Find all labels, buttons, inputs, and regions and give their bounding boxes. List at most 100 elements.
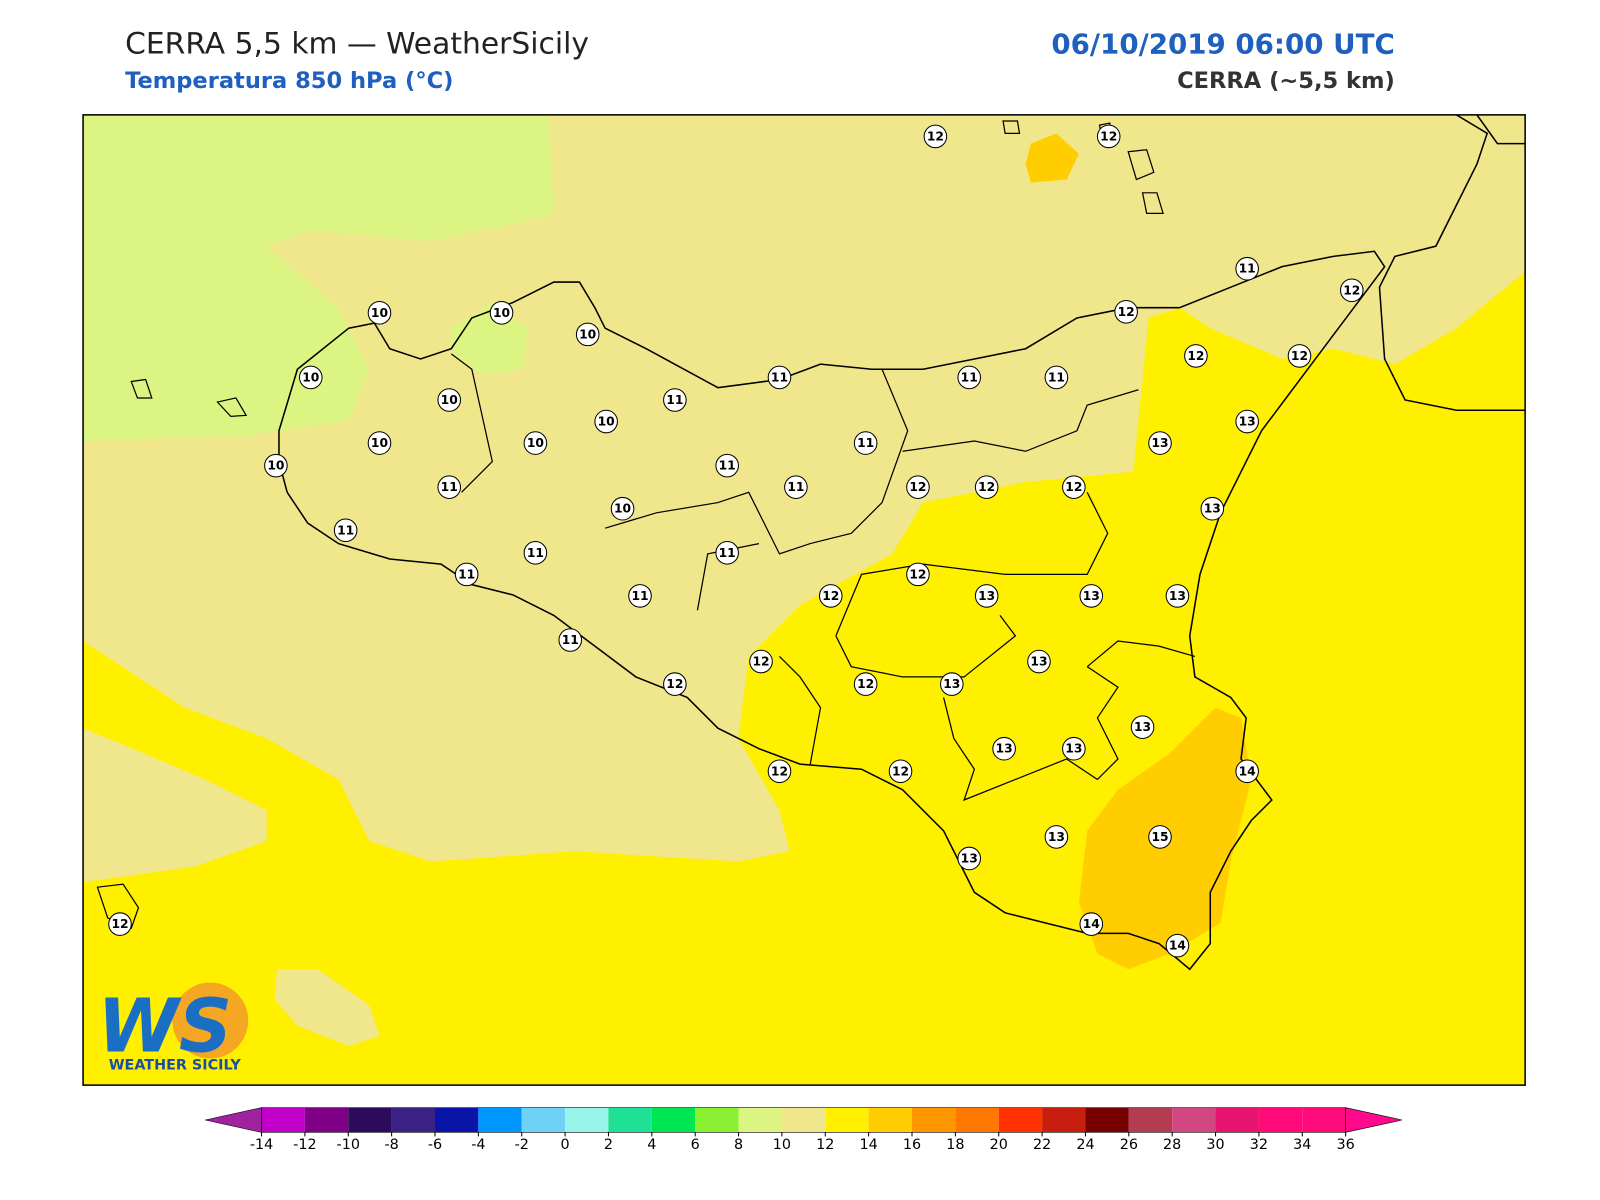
station: 13	[957, 846, 982, 871]
colorbar-tick-label: 12	[816, 1137, 834, 1153]
station-value: 12	[927, 129, 944, 143]
colorbar-tick-label: 34	[1293, 1137, 1311, 1153]
station: 13	[1130, 715, 1155, 739]
station: 11	[1044, 365, 1069, 390]
station-marker	[437, 388, 462, 412]
station-value: 11	[1239, 262, 1256, 276]
field-10-12	[274, 969, 380, 1047]
station-marker	[906, 562, 930, 587]
colorbar-tick-label: 20	[990, 1137, 1008, 1153]
station-value: 12	[857, 677, 874, 691]
station-marker	[1235, 759, 1259, 784]
datetime: 06/10/2019 06:00 UTC	[1051, 27, 1394, 60]
logo-mark: WS	[97, 983, 232, 1069]
station-marker	[1114, 300, 1138, 324]
station: 11	[663, 388, 687, 412]
station-marker	[992, 736, 1016, 761]
station-value: 13	[943, 677, 960, 691]
station-marker	[663, 388, 687, 412]
station-marker	[974, 475, 999, 499]
colorbar-segment	[998, 1107, 1043, 1133]
station: 13	[974, 584, 999, 608]
station: 11	[1235, 256, 1259, 281]
station: 14	[1079, 912, 1104, 936]
station: 13	[1235, 409, 1259, 434]
station-value: 11	[527, 546, 544, 560]
station-marker	[454, 562, 479, 587]
station: 10	[575, 322, 600, 347]
colorbar-tick-label: 14	[860, 1137, 878, 1153]
colorbar-segment	[651, 1107, 696, 1133]
station-marker	[715, 453, 739, 478]
station-marker	[1079, 912, 1104, 936]
station-marker	[367, 301, 392, 325]
station: 13	[1044, 825, 1069, 849]
colorbar-tick-label: -4	[471, 1137, 485, 1153]
station-value: 11	[631, 589, 648, 603]
logo: WS WEATHER SICILY	[97, 982, 249, 1074]
station-value: 11	[337, 523, 354, 537]
station-marker	[818, 584, 843, 608]
station-marker	[957, 846, 982, 871]
station-marker	[767, 759, 792, 784]
station-marker	[923, 124, 948, 149]
station-marker	[1148, 825, 1172, 849]
station-value: 11	[719, 546, 736, 560]
station-value: 12	[1187, 349, 1204, 363]
station-value: 14	[1169, 939, 1186, 953]
station: 13	[1062, 736, 1086, 761]
station-value: 15	[1151, 830, 1168, 844]
colorbar-segment	[1042, 1107, 1086, 1133]
colorbar-segment	[304, 1107, 349, 1133]
station: 11	[558, 628, 583, 652]
station-value: 13	[1151, 436, 1168, 450]
station: 12	[1114, 300, 1138, 324]
station: 10	[264, 453, 288, 478]
station: 13	[1165, 584, 1190, 608]
station-value: 13	[1030, 655, 1047, 669]
station-marker	[523, 541, 548, 565]
station: 13	[992, 736, 1016, 761]
station: 12	[1287, 344, 1312, 368]
station: 13	[1200, 496, 1225, 521]
station-value: 12	[892, 764, 909, 778]
station-value: 11	[787, 480, 804, 494]
colorbar-tick-label: 32	[1250, 1137, 1268, 1153]
colorbar-segment	[825, 1107, 869, 1133]
station-value: 13	[1065, 742, 1082, 756]
station-marker	[1130, 715, 1155, 739]
station-value: 12	[1118, 305, 1135, 319]
station: 11	[628, 584, 652, 608]
station-value: 12	[752, 655, 769, 669]
station: 12	[974, 475, 999, 499]
station: 15	[1148, 825, 1172, 849]
station-marker	[1287, 344, 1312, 368]
map: 12 12 11 12 12 10 10 10 10 11 11 11 12 12 10 10 11 13 10 10…	[82, 114, 1526, 1086]
colorbar-tick-label: 6	[691, 1137, 700, 1153]
colorbar-segment	[695, 1107, 739, 1133]
station: 10	[610, 496, 635, 521]
colorbar-over	[1345, 1107, 1403, 1133]
station-value: 12	[1100, 129, 1117, 143]
colorbar-tick-label: -12	[293, 1137, 316, 1153]
colorbar-tick-label: 4	[647, 1137, 656, 1153]
colorbar-segment	[1085, 1107, 1129, 1133]
colorbar-tick-label: 0	[561, 1137, 570, 1153]
islands	[96, 120, 1164, 930]
station-value: 11	[1048, 370, 1065, 384]
station-value: 10	[493, 306, 510, 320]
station: 12	[663, 672, 687, 696]
colorbar-tick-label: 8	[734, 1137, 743, 1153]
station-value: 10	[302, 370, 319, 384]
station-value: 11	[961, 370, 978, 384]
station-marker	[298, 365, 323, 390]
station-value: 12	[666, 677, 683, 691]
station: 11	[437, 475, 462, 499]
station-marker	[767, 365, 792, 390]
station: 12	[888, 759, 913, 784]
station-marker	[333, 518, 358, 543]
colorbar-segment	[1128, 1107, 1173, 1133]
station-value: 13	[1204, 502, 1221, 516]
station-marker	[523, 431, 548, 455]
